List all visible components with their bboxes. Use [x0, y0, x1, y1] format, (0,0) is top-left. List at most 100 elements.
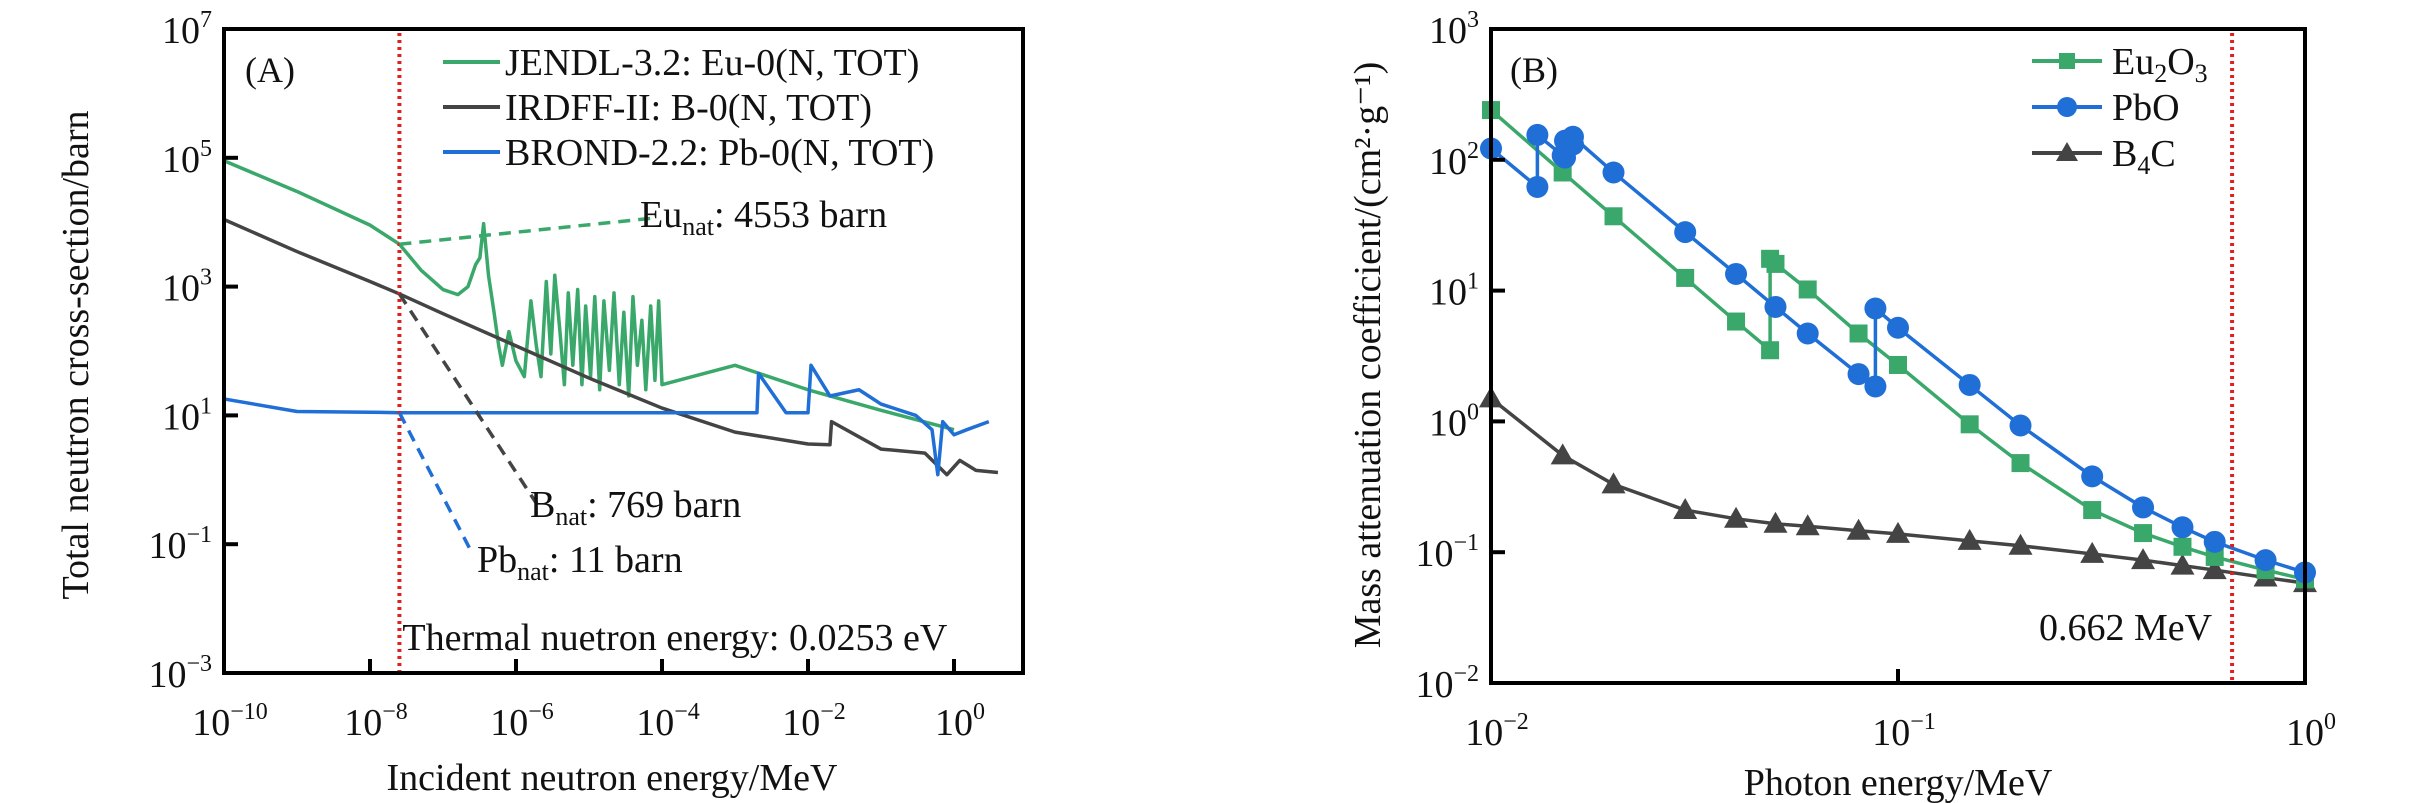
legend-entry-label: JENDL-3.2: Eu-0(N, TOT)	[505, 42, 919, 84]
panel-a-ticks: 10−10 10−8 10−6 10−4 10−2 10010−310−110110310…	[148, 7, 985, 744]
data-point	[1673, 498, 1698, 520]
y-tick-label-exp: 3	[1467, 7, 1479, 33]
y-tick-label-exp: 3	[200, 265, 212, 291]
annotation-main: B	[530, 484, 555, 526]
data-point	[2202, 558, 2227, 580]
data-point	[2080, 541, 2105, 563]
x-tick-label: 10−2	[782, 699, 846, 744]
annotation-tail: : 4553 barn	[714, 194, 887, 236]
y-tick-label-exp: 2	[1467, 138, 1479, 164]
y-tick-label: 103	[162, 265, 212, 310]
panel-b-ylabel: Mass attenuation coefficient/(cm²·g⁻¹)	[1347, 62, 1389, 649]
x-tick-label-base: 10	[192, 702, 230, 744]
legend-entry-label: BROND-2.2: Pb-0(N, TOT)	[505, 132, 934, 174]
x-tick-label-exp: 0	[973, 699, 985, 725]
y-tick-label-exp: 1	[200, 393, 212, 419]
panel-a-ylabel: Total neutron cross-section/barn	[55, 110, 97, 599]
b-annotation-leader	[397, 292, 541, 509]
series-line-2	[223, 217, 999, 477]
x-tick-label-exp: 0	[2324, 709, 2336, 735]
data-point	[1847, 363, 1870, 386]
series-square	[1482, 101, 2314, 589]
legend-entry-label: PbO	[2112, 87, 2180, 129]
legend-text-part: O	[2167, 41, 2194, 83]
annotation-tail: : 769 barn	[587, 484, 741, 526]
legend-text-part: 3	[2195, 59, 2208, 88]
legend-text-part: 4	[2137, 151, 2150, 180]
data-point	[1889, 355, 1907, 374]
x-tick-label-exp: −10	[230, 699, 268, 725]
x-tick-label-base: 10	[490, 702, 528, 744]
y-tick-label-base: 10	[148, 654, 186, 696]
x-tick-label-exp: −8	[382, 699, 408, 725]
y-tick-label-exp: 0	[1467, 399, 1479, 425]
annotation-main: Pb	[477, 539, 517, 581]
annotation-label: Bnat: 769 barn	[530, 484, 741, 531]
data-point	[2203, 530, 2226, 553]
annotation-sub: nat	[555, 502, 588, 531]
x-tick-label-exp: −4	[674, 699, 700, 725]
y-tick-label: 103	[1429, 7, 1479, 52]
data-point	[1795, 514, 1820, 536]
y-tick-label-base: 10	[1429, 10, 1467, 52]
y-tick-label: 10−2	[1415, 661, 1479, 706]
x-tick-label: 10−1	[1872, 709, 1936, 754]
data-point	[2134, 524, 2153, 543]
annotation-label: Pbnat: 11 barn	[477, 539, 683, 586]
legend-text-part: PbO	[2112, 87, 2180, 129]
panel-b-annotations: 0.662 MeV	[2039, 33, 2235, 681]
data-point	[1561, 125, 1584, 148]
series-line-1	[223, 159, 955, 432]
annotation-sub: nat	[517, 557, 550, 586]
data-point	[1960, 415, 1979, 434]
y-tick-label-base: 10	[162, 139, 200, 181]
panel-a-legend: JENDL-3.2: Eu-0(N, TOT)IRDFF-II: B-0(N, …	[443, 42, 934, 174]
data-point	[1761, 341, 1780, 360]
cs137-energy-label: 0.662 MeV	[2039, 607, 2213, 649]
y-tick-label-exp: −1	[186, 522, 212, 548]
y-tick-label: 102	[1429, 138, 1479, 183]
y-tick-label-base: 10	[1429, 272, 1467, 314]
legend-marker	[2059, 53, 2075, 69]
thermal-energy-label: Thermal nuetron energy: 0.0253 eV	[402, 617, 947, 659]
legend-entry-label: IRDFF-II: B-0(N, TOT)	[505, 87, 872, 129]
data-point	[1674, 221, 1697, 244]
data-point	[1887, 316, 1909, 339]
y-tick-label-exp: −2	[1453, 661, 1479, 687]
y-tick-label: 100	[1429, 399, 1479, 444]
series-triangle	[1479, 386, 2317, 593]
x-tick-label-base: 10	[344, 702, 382, 744]
data-point	[2011, 454, 2030, 473]
data-point	[1864, 375, 1887, 398]
data-point	[1676, 268, 1695, 287]
data-point	[1846, 518, 1871, 540]
annotation-tail: : 11 barn	[549, 539, 683, 581]
x-tick-label-base: 10	[782, 702, 820, 744]
y-tick-label-exp: −1	[1453, 530, 1479, 556]
y-tick-label: 105	[162, 136, 212, 181]
series-line	[1489, 131, 2306, 575]
y-tick-label: 101	[162, 393, 212, 438]
panel-a-xlabel: Incident neutron energy/MeV	[387, 757, 838, 799]
data-point	[2083, 501, 2102, 520]
annotation-label: Eunat: 4553 barn	[640, 194, 887, 241]
legend-entry-label: B4C	[2112, 133, 2176, 180]
legend-marker	[2056, 142, 2078, 161]
data-point	[1796, 322, 1819, 345]
x-tick-label-exp: −1	[1910, 709, 1936, 735]
x-tick-label-base: 10	[2286, 712, 2324, 754]
x-tick-label: 10−6	[490, 699, 554, 744]
legend-marker	[2057, 97, 2077, 117]
data-point	[1764, 295, 1787, 318]
data-point	[1550, 443, 1575, 465]
x-tick-label: 10−2	[1465, 709, 1529, 754]
panel-b-series-group	[1479, 101, 2317, 593]
data-point	[1526, 123, 1549, 146]
annotation-main: Eu	[640, 194, 682, 236]
data-point	[2173, 537, 2192, 556]
data-point	[1601, 472, 1626, 494]
